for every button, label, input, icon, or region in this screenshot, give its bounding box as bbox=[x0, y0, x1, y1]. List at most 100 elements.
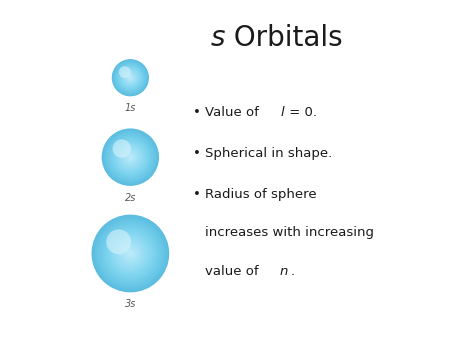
Circle shape bbox=[97, 220, 163, 287]
Circle shape bbox=[124, 71, 137, 84]
Circle shape bbox=[104, 131, 156, 183]
Circle shape bbox=[120, 68, 140, 88]
Circle shape bbox=[94, 218, 166, 289]
Circle shape bbox=[118, 66, 143, 90]
Circle shape bbox=[112, 60, 148, 95]
Circle shape bbox=[101, 224, 159, 283]
Circle shape bbox=[119, 146, 142, 169]
Circle shape bbox=[122, 69, 139, 87]
Circle shape bbox=[124, 151, 137, 164]
Text: Value of: Value of bbox=[205, 106, 263, 119]
Circle shape bbox=[104, 130, 157, 184]
Text: .: . bbox=[291, 265, 295, 278]
Circle shape bbox=[128, 251, 132, 256]
Circle shape bbox=[102, 129, 158, 185]
Circle shape bbox=[122, 246, 138, 261]
Circle shape bbox=[120, 243, 141, 264]
Circle shape bbox=[119, 67, 141, 89]
Text: l: l bbox=[280, 106, 284, 119]
Circle shape bbox=[106, 133, 155, 182]
Circle shape bbox=[126, 249, 134, 258]
Circle shape bbox=[130, 252, 131, 255]
Circle shape bbox=[127, 250, 133, 257]
Circle shape bbox=[124, 247, 137, 260]
Circle shape bbox=[129, 156, 132, 159]
Text: n: n bbox=[280, 265, 288, 278]
Text: Spherical in shape.: Spherical in shape. bbox=[205, 147, 332, 160]
Circle shape bbox=[129, 76, 132, 79]
Text: •: • bbox=[193, 188, 201, 200]
Circle shape bbox=[130, 156, 131, 158]
Text: 3s: 3s bbox=[125, 299, 136, 309]
Text: increases with increasing: increases with increasing bbox=[205, 226, 374, 239]
Circle shape bbox=[115, 141, 146, 173]
Circle shape bbox=[127, 154, 133, 160]
Circle shape bbox=[126, 153, 135, 162]
Circle shape bbox=[117, 65, 144, 91]
Circle shape bbox=[115, 63, 146, 93]
Circle shape bbox=[91, 215, 169, 292]
Circle shape bbox=[120, 147, 140, 167]
Circle shape bbox=[120, 146, 141, 168]
Circle shape bbox=[109, 136, 151, 178]
Circle shape bbox=[124, 72, 136, 84]
Circle shape bbox=[113, 61, 148, 95]
Circle shape bbox=[125, 151, 136, 163]
Circle shape bbox=[113, 140, 148, 174]
Circle shape bbox=[118, 65, 143, 90]
Circle shape bbox=[108, 134, 153, 180]
Circle shape bbox=[122, 69, 139, 86]
Circle shape bbox=[108, 231, 153, 276]
Text: = 0.: = 0. bbox=[285, 106, 317, 119]
Circle shape bbox=[122, 245, 139, 262]
Circle shape bbox=[126, 73, 135, 82]
Circle shape bbox=[112, 139, 148, 175]
Circle shape bbox=[102, 128, 159, 186]
Circle shape bbox=[122, 149, 138, 165]
Circle shape bbox=[115, 238, 146, 269]
Circle shape bbox=[116, 239, 145, 268]
Circle shape bbox=[121, 244, 140, 263]
Circle shape bbox=[126, 249, 135, 258]
Circle shape bbox=[122, 70, 138, 86]
Circle shape bbox=[127, 153, 134, 161]
Circle shape bbox=[95, 219, 165, 289]
Circle shape bbox=[110, 137, 150, 177]
Circle shape bbox=[111, 234, 150, 273]
Circle shape bbox=[106, 229, 155, 278]
Circle shape bbox=[118, 145, 143, 169]
Circle shape bbox=[126, 74, 134, 81]
Text: Orbitals: Orbitals bbox=[225, 24, 342, 52]
Circle shape bbox=[130, 77, 131, 79]
Circle shape bbox=[130, 77, 131, 78]
Circle shape bbox=[105, 228, 156, 279]
Circle shape bbox=[117, 240, 144, 267]
Circle shape bbox=[114, 61, 147, 95]
Circle shape bbox=[115, 142, 145, 172]
Circle shape bbox=[119, 66, 142, 89]
Circle shape bbox=[119, 66, 131, 78]
Text: s: s bbox=[211, 24, 225, 52]
Circle shape bbox=[107, 230, 154, 277]
Circle shape bbox=[120, 67, 141, 89]
Circle shape bbox=[92, 216, 168, 291]
Circle shape bbox=[112, 139, 149, 176]
Circle shape bbox=[112, 235, 149, 272]
Circle shape bbox=[129, 76, 132, 79]
Circle shape bbox=[117, 64, 144, 91]
Circle shape bbox=[109, 232, 152, 275]
Circle shape bbox=[122, 149, 139, 166]
Circle shape bbox=[123, 150, 138, 164]
Circle shape bbox=[110, 233, 151, 274]
Circle shape bbox=[121, 68, 140, 87]
Circle shape bbox=[128, 75, 133, 80]
Circle shape bbox=[112, 59, 148, 96]
Circle shape bbox=[126, 74, 135, 82]
Circle shape bbox=[125, 248, 136, 259]
Circle shape bbox=[127, 74, 134, 81]
Text: Radius of sphere: Radius of sphere bbox=[205, 188, 316, 200]
Circle shape bbox=[96, 219, 164, 288]
Circle shape bbox=[115, 62, 146, 94]
Circle shape bbox=[123, 70, 138, 85]
Circle shape bbox=[119, 242, 142, 265]
